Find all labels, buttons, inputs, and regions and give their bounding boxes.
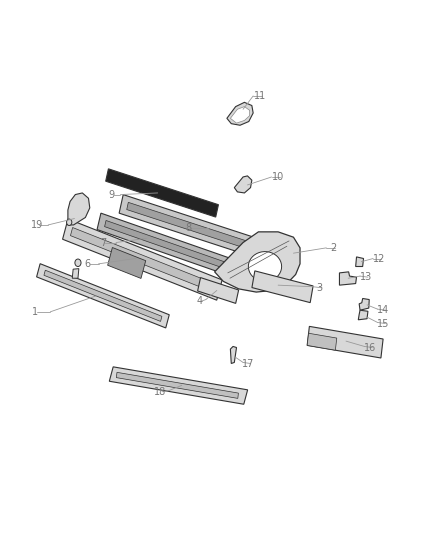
Polygon shape <box>215 232 300 292</box>
Polygon shape <box>37 264 169 328</box>
Polygon shape <box>356 257 364 266</box>
Text: 15: 15 <box>377 319 389 328</box>
Text: 9: 9 <box>109 190 115 199</box>
Text: 6: 6 <box>85 259 91 269</box>
Text: 19: 19 <box>31 220 43 230</box>
Polygon shape <box>359 298 369 310</box>
Polygon shape <box>358 310 368 320</box>
Polygon shape <box>72 269 79 278</box>
Polygon shape <box>230 346 237 364</box>
Text: 3: 3 <box>317 283 323 293</box>
Polygon shape <box>248 252 282 281</box>
Text: 8: 8 <box>185 223 191 232</box>
Text: 11: 11 <box>254 91 266 101</box>
Circle shape <box>67 219 72 225</box>
Polygon shape <box>234 176 252 193</box>
Polygon shape <box>108 247 146 278</box>
Polygon shape <box>307 326 383 358</box>
Polygon shape <box>44 270 162 321</box>
Polygon shape <box>106 169 219 217</box>
Text: 14: 14 <box>377 305 389 315</box>
Text: 16: 16 <box>364 343 376 352</box>
Text: 10: 10 <box>272 172 284 182</box>
Polygon shape <box>71 228 214 292</box>
Polygon shape <box>68 193 90 225</box>
Polygon shape <box>230 107 250 123</box>
Polygon shape <box>63 219 222 300</box>
Text: 1: 1 <box>32 307 38 317</box>
Text: 13: 13 <box>360 272 372 282</box>
Polygon shape <box>119 195 288 267</box>
Polygon shape <box>97 213 231 275</box>
Circle shape <box>75 259 81 266</box>
Text: 4: 4 <box>196 296 202 306</box>
Polygon shape <box>227 102 253 125</box>
Polygon shape <box>198 278 239 303</box>
Text: 2: 2 <box>330 243 336 253</box>
Polygon shape <box>110 367 247 404</box>
Text: 12: 12 <box>373 254 385 263</box>
Polygon shape <box>127 203 281 259</box>
Polygon shape <box>105 221 224 268</box>
Polygon shape <box>117 373 238 398</box>
Text: 18: 18 <box>154 387 166 397</box>
Polygon shape <box>252 271 313 303</box>
Text: 7: 7 <box>100 238 106 247</box>
Polygon shape <box>339 272 357 285</box>
Polygon shape <box>307 333 337 350</box>
Text: 17: 17 <box>242 359 254 368</box>
